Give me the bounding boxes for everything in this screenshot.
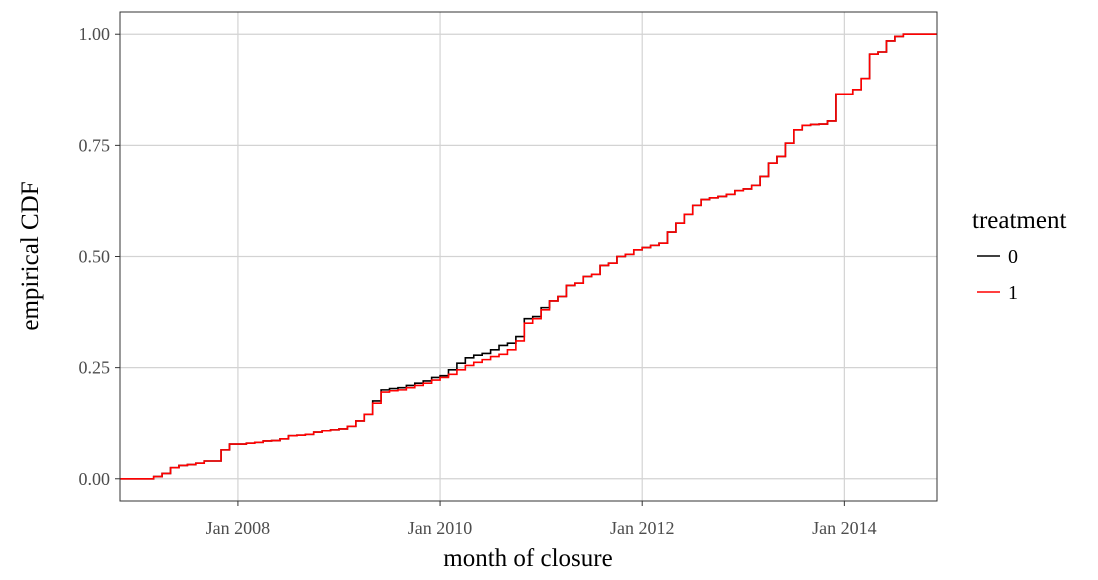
x-axis-title: month of closure (443, 545, 612, 572)
y-tick-label: 0.75 (79, 135, 111, 155)
x-tick-label: Jan 2010 (408, 518, 473, 538)
legend-title: treatment (972, 207, 1066, 234)
x-tick-label: Jan 2012 (610, 518, 675, 538)
panel-border (119, 11, 938, 502)
y-tick-label: 0.25 (79, 358, 111, 378)
legend-label: 0 (1008, 246, 1018, 268)
y-tick-label: 0.00 (79, 469, 111, 489)
y-tick-label: 1.00 (79, 24, 111, 44)
y-axis-title: empirical CDF (17, 181, 44, 330)
ecdf-line (120, 33, 937, 480)
x-tick-label: Jan 2014 (812, 518, 877, 538)
legend-label: 1 (1008, 282, 1018, 304)
y-tick-label: 0.50 (79, 247, 111, 267)
x-tick-label: Jan 2008 (206, 518, 271, 538)
